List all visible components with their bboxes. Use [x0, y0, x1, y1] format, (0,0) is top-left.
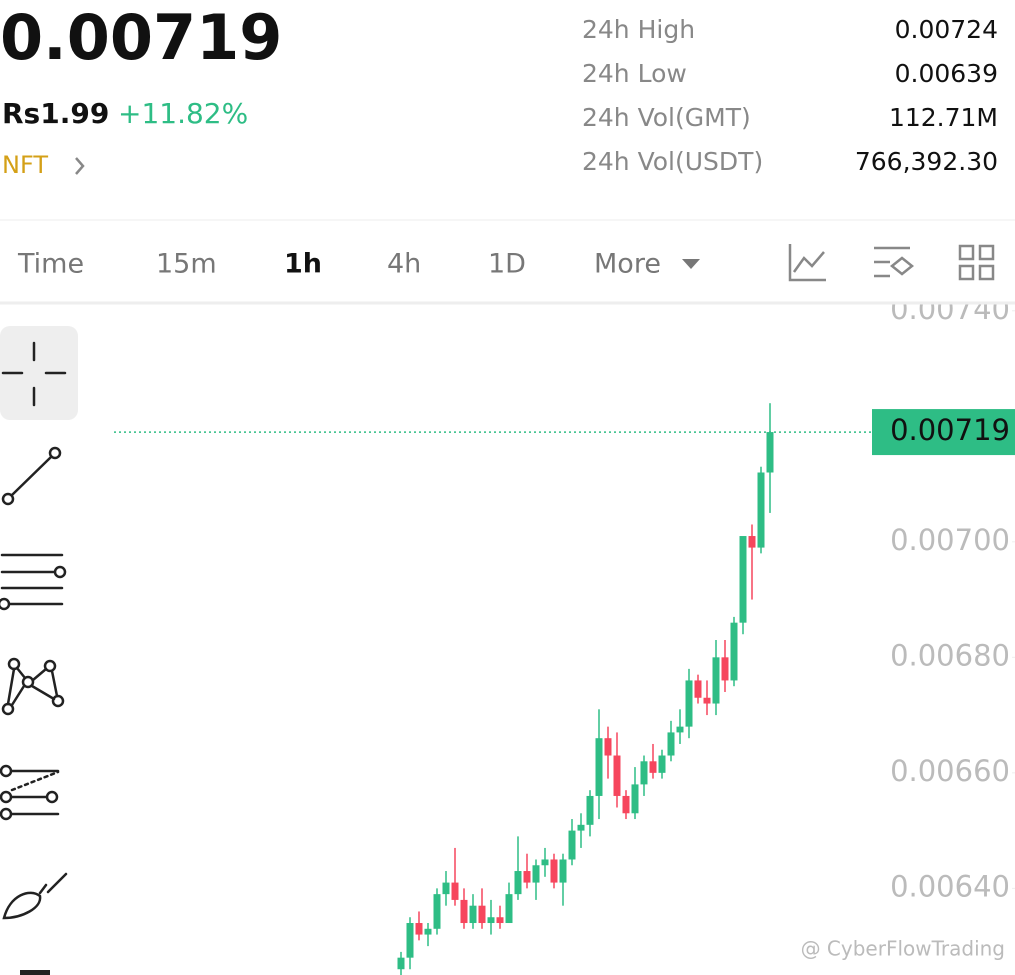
candle-body: [721, 657, 729, 681]
candle-body: [730, 622, 738, 681]
tab-bar: [0, 221, 1015, 303]
candle-body: [739, 536, 747, 623]
channel-tool[interactable]: [0, 764, 60, 821]
stat-value: 112.71M: [889, 103, 998, 132]
y-tick-label: 0.00740: [890, 292, 1010, 326]
stat-value: 0.00724: [895, 15, 998, 44]
candle-body: [712, 657, 720, 704]
candle-body: [595, 738, 603, 796]
candle-body: [667, 732, 675, 756]
last-price-box: [872, 409, 1015, 456]
candle-body: [532, 865, 540, 883]
fiat-price: Rs1.99: [2, 97, 109, 130]
candle-body: [685, 680, 693, 727]
candle-body: [676, 726, 684, 733]
tab[interactable]: More: [594, 249, 661, 280]
tab[interactable]: 1D: [488, 249, 526, 280]
candle-body: [658, 755, 666, 773]
tag[interactable]: NFT: [2, 151, 48, 179]
tab[interactable]: 15m: [156, 249, 217, 280]
fib-tool[interactable]: [0, 553, 67, 611]
candle-body: [586, 795, 594, 825]
watermark: @ CyberFlowTrading: [801, 937, 1005, 961]
candle-body: [577, 824, 585, 831]
candle-body: [622, 795, 630, 814]
candle-body: [469, 905, 477, 924]
indicator-icon[interactable]: [874, 246, 915, 278]
change: +11.82%: [118, 97, 248, 130]
y-tick-label: 0.00680: [890, 638, 1010, 672]
tab[interactable]: Time: [17, 249, 84, 280]
stat-value: 0.00639: [895, 59, 998, 88]
y-tick-label: 0.00660: [890, 754, 1010, 788]
stat-label: 24h Vol(USDT): [582, 147, 763, 176]
crosshair-tool[interactable]: [0, 326, 78, 420]
candle-body: [757, 472, 765, 548]
candle-body: [496, 917, 504, 924]
candle-body: [631, 784, 639, 814]
candle-body: [550, 859, 558, 883]
price: 0.00719: [0, 1, 282, 74]
chart-type-icon[interactable]: [788, 244, 826, 282]
line-tool[interactable]: [1, 446, 62, 506]
candle-body: [541, 859, 549, 866]
chart: 0.00640 0.00660 0.00680 0.00700 0.00740 0.007…: [114, 292, 1015, 975]
candle-body: [748, 536, 756, 548]
candle-body: [406, 923, 414, 958]
stat-label: 24h High: [582, 15, 695, 44]
y-tick-label: 0.00640: [890, 869, 1010, 903]
pattern-tool[interactable]: [1, 657, 65, 716]
candle-body: [505, 894, 513, 924]
last-price-label: 0.00719: [890, 413, 1010, 447]
candle-body: [451, 882, 459, 900]
tabs: Time 15m 1h 4h 1D More: [17, 249, 661, 280]
candle-body: [766, 432, 774, 473]
candle-body: [397, 957, 405, 970]
candle-body: [433, 894, 441, 929]
stat-label: 24h Vol(GMT): [582, 103, 751, 132]
candle-body: [703, 697, 711, 704]
tab[interactable]: 4h: [387, 249, 421, 280]
candle-body: [604, 738, 612, 756]
stat-label: 24h Low: [582, 59, 687, 88]
candle-body: [694, 680, 702, 698]
crosshair-icon: [1, 341, 67, 407]
stats: 24h High 0.00724 24h Low 0.00639 24h Vol(GMT…: [582, 15, 998, 176]
candle-body: [640, 761, 648, 785]
candle-body: [613, 755, 621, 796]
y-tick-label: 0.00700: [890, 523, 1010, 557]
layout-icon[interactable]: [958, 244, 995, 281]
stat-value: 766,392.30: [855, 147, 998, 176]
toolbar-more[interactable]: [20, 970, 50, 975]
candle-body: [568, 830, 576, 860]
candle-body: [460, 899, 468, 924]
candle-body: [415, 923, 423, 935]
candle-body: [559, 859, 567, 883]
candle-body: [649, 761, 657, 773]
candle-body: [523, 871, 531, 883]
tab[interactable]: 1h: [284, 249, 322, 280]
candle-body: [442, 882, 450, 895]
candle-body: [478, 905, 486, 924]
candle-body: [424, 928, 432, 935]
candle-body: [514, 871, 522, 895]
chevron[interactable]: [75, 157, 85, 175]
dropdown-arrow[interactable]: [682, 259, 700, 269]
brush-tool[interactable]: [2, 872, 68, 920]
candle-body: [487, 917, 495, 924]
